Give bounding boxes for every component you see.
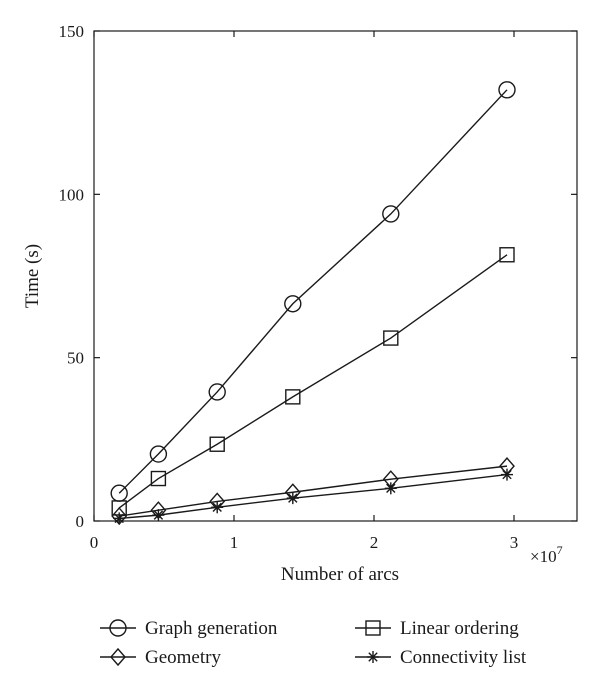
plot-frame: [93, 30, 578, 522]
data-point: [152, 509, 165, 522]
x-tick-label: 2: [370, 533, 379, 552]
legend-item: Graph generation: [100, 618, 278, 639]
series-line: [118, 89, 508, 494]
data-point: [150, 470, 167, 487]
legend-label: Graph generation: [145, 618, 278, 639]
axis-ticks: 0 1 2 3 0 50 100 150: [59, 22, 577, 552]
x-tick-label: 1: [230, 533, 239, 552]
legend-marker: [365, 620, 381, 636]
data-point: [286, 492, 299, 505]
legend-label: Geometry: [145, 647, 221, 668]
data-point: [498, 81, 516, 99]
legend-marker: [110, 647, 126, 667]
data-point: [284, 295, 302, 313]
plot-area: [93, 30, 578, 522]
series-line: [118, 254, 508, 509]
data-point: [501, 468, 513, 481]
data-point: [499, 247, 515, 263]
y-tick-label: 100: [59, 185, 85, 204]
legend-marker: [367, 651, 379, 663]
y-tick-label: 0: [76, 512, 85, 531]
legend-marker: [109, 619, 127, 637]
data-point: [211, 501, 224, 514]
data-point: [208, 383, 226, 401]
x-tick-label: 0: [90, 533, 99, 552]
data-point: [384, 482, 397, 495]
data-point: [209, 436, 225, 452]
x-axis-multiplier: ×107: [530, 543, 563, 566]
series-2: [111, 457, 515, 526]
legend: Graph generation Linear ordering Geometry C…: [100, 618, 527, 668]
data-point: [382, 205, 400, 223]
legend-item: Geometry: [100, 647, 221, 668]
series-line: [119, 465, 508, 517]
data-point: [383, 330, 399, 346]
legend-item: Connectivity list: [355, 647, 527, 668]
legend-label: Linear ordering: [400, 618, 519, 639]
data-point: [285, 389, 301, 405]
y-axis-title: Time (s): [22, 244, 43, 308]
y-tick-label: 50: [67, 349, 84, 368]
series-line: [119, 473, 508, 520]
data-point: [113, 512, 126, 525]
legend-item: Linear ordering: [355, 618, 519, 639]
x-tick-label: 3: [510, 533, 519, 552]
y-tick-label: 150: [59, 22, 85, 41]
series-3: [113, 468, 513, 525]
x-axis-multiplier-exponent: 7: [557, 543, 563, 557]
x-axis-title: Number of arcs: [281, 564, 399, 585]
legend-label: Connectivity list: [400, 647, 527, 668]
series-layer: [110, 81, 516, 526]
x-axis-multiplier-base: ×10: [530, 547, 557, 566]
series-0: [110, 81, 516, 502]
series-1: [111, 247, 515, 516]
data-point: [149, 445, 168, 463]
